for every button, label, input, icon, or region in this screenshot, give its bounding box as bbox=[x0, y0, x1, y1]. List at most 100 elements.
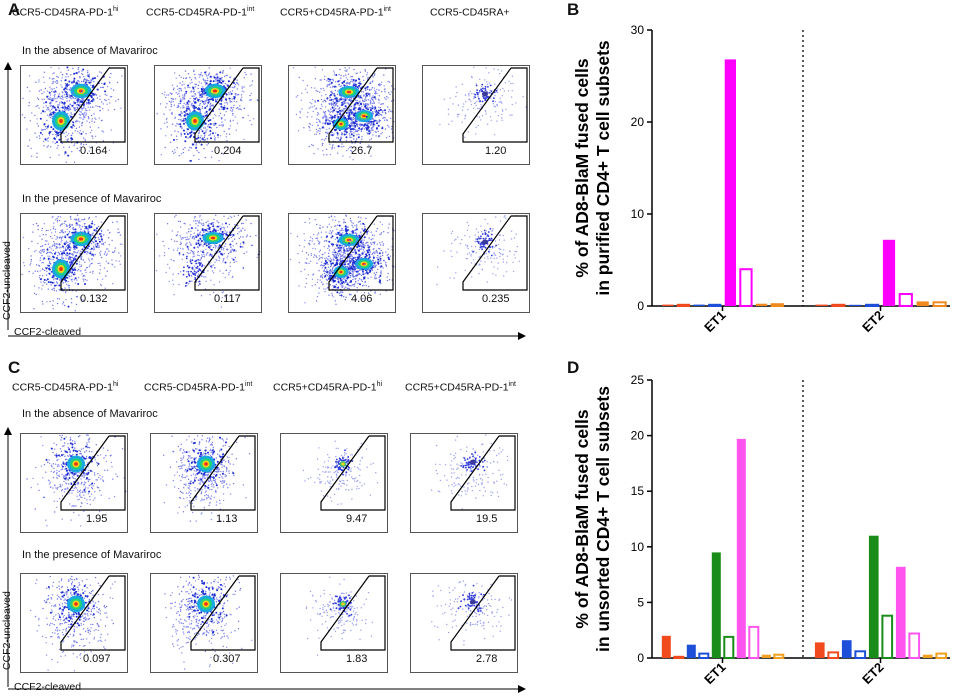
flow-density bbox=[430, 434, 509, 510]
chart-d-bar-et1-6 bbox=[736, 438, 746, 658]
chart-b-bar-et1-4 bbox=[724, 59, 736, 307]
panel-c-presence-value-1: 0.307 bbox=[213, 653, 241, 665]
chart-d-bar-et2-1 bbox=[827, 651, 840, 659]
panel-a-flow-plot-presence-3: 0.235 bbox=[422, 213, 530, 313]
panel-letter-a: A bbox=[8, 0, 21, 19]
panel-a-header-0: CCR5-CD45RA-PD-1hi bbox=[12, 6, 119, 19]
chart-b-bar-et1-3 bbox=[708, 303, 722, 307]
flow-density bbox=[436, 215, 520, 291]
panel-a-presence-value-3: 0.235 bbox=[482, 293, 510, 305]
chart-b-bar-et1-5 bbox=[739, 268, 753, 308]
flow-density bbox=[292, 66, 395, 161]
chart-d-y-tick-label-2: 10 bbox=[631, 540, 645, 554]
chart-b-bar-et2-1 bbox=[831, 303, 846, 307]
panel-c-absence-value-0: 1.95 bbox=[86, 513, 108, 525]
chart-d-x-label-0: ET1 bbox=[701, 660, 728, 687]
flow-density bbox=[26, 434, 127, 527]
panel-a-absence-value-1: 0.204 bbox=[214, 145, 242, 157]
panel-c-flow-plot-absence-2: 9.47 bbox=[280, 433, 388, 533]
bar-chart-d: % of AD8-BlaM fused cellsin unsorted CD4… bbox=[572, 373, 950, 687]
flow-density bbox=[30, 575, 116, 672]
chart-b-ylabel-line2: in purified CD4+ T cell subsets bbox=[593, 40, 613, 296]
flow-density bbox=[163, 435, 251, 522]
panel-c-y-axis-label: CCF2-uncleaved bbox=[1, 591, 13, 670]
panel-a-header-3: CCR5-CD45RA+ bbox=[430, 6, 510, 19]
panel-c-flow-plot-presence-1: 0.307 bbox=[150, 573, 258, 673]
panel-a-flow-plot-absence-1: 0.204 bbox=[154, 65, 262, 165]
panel-a-header-2: CCR5+CD45RA-PD-1int bbox=[280, 6, 391, 19]
chart-d-ylabel-line1: % of AD8-BlaM fused cells bbox=[572, 409, 592, 628]
panel-a-flow-plot-presence-1: 0.117 bbox=[154, 213, 262, 313]
panel-c-absence-value-2: 9.47 bbox=[346, 513, 368, 525]
panel-c-presence-label: In the presence of Mavariroc bbox=[22, 549, 162, 561]
panel-letter-c: C bbox=[8, 358, 21, 377]
panel-a-x-axis-label: CCF2-cleaved bbox=[14, 326, 82, 338]
panel-a-flow-plot-absence-0: 0.164 bbox=[20, 65, 128, 165]
flow-density bbox=[302, 440, 379, 505]
panel-c-flow-plot-presence-0: 0.097 bbox=[20, 573, 128, 673]
chart-b-ylabel: % of AD8-BlaM fused cellsin purified CD4… bbox=[572, 40, 613, 296]
panel-c-flow-plot-absence-1: 1.13 bbox=[150, 433, 258, 533]
chart-b-bar-et2-7 bbox=[932, 301, 947, 307]
chart-d-bar-et2-3 bbox=[854, 650, 867, 659]
bar-chart-b: % of AD8-BlaM fused cellsin purified CD4… bbox=[572, 23, 950, 335]
panel-a-flow-plot-presence-2: 4.06 bbox=[288, 213, 396, 313]
panel-a-y-axis-label: CCF2-uncleaved bbox=[1, 241, 13, 320]
panel-c-presence-value-0: 0.097 bbox=[83, 653, 111, 665]
chart-b-bar-et1-6 bbox=[755, 303, 768, 306]
panel-a-axes-arrows bbox=[4, 62, 526, 340]
chart-d-bar-et1-0 bbox=[661, 635, 671, 658]
chart-d-bar-et2-2 bbox=[841, 640, 852, 658]
panel-a-absence-label: In the absence of Mavariroc bbox=[22, 45, 158, 57]
chart-d-bar-et2-7 bbox=[908, 632, 921, 659]
chart-d-bar-et1-5 bbox=[723, 635, 735, 659]
chart-d-ylabel-line2: in unsorted CD4+ T cell subsets bbox=[593, 386, 613, 652]
panel-c-flow-plot-presence-3: 2.78 bbox=[410, 573, 518, 673]
chart-b-bar-et2-3 bbox=[865, 303, 880, 307]
chart-b-bar-et1-2 bbox=[693, 304, 705, 306]
chart-b-x-label-1: ET2 bbox=[859, 308, 886, 335]
panel-c-flow-plot-absence-0: 1.95 bbox=[20, 433, 128, 533]
chart-d-bar-et2-9 bbox=[935, 652, 948, 660]
chart-d-bar-et1-7 bbox=[748, 625, 760, 659]
chart-b-bar-et2-5 bbox=[898, 293, 913, 307]
chart-b-bar-et2-6 bbox=[916, 301, 929, 306]
panel-letter-d: D bbox=[567, 358, 580, 377]
chart-d-ylabel: % of AD8-BlaM fused cellsin unsorted CD4… bbox=[572, 386, 613, 652]
chart-d-bar-et2-4 bbox=[868, 535, 879, 658]
panel-c-header-0: CCR5-CD45RA-PD-1hi bbox=[12, 381, 119, 394]
panel-c-flow-plot-absence-3: 19.5 bbox=[410, 433, 518, 533]
flow-density bbox=[431, 580, 513, 646]
panel-a-presence-value-2: 4.06 bbox=[351, 293, 373, 305]
panel-c-header-1: CCR5-CD45RA-PD-1int bbox=[144, 381, 253, 394]
chart-b-y-tick-label-3: 30 bbox=[631, 23, 645, 37]
chart-d-x-label-1: ET2 bbox=[859, 660, 886, 687]
chart-b-y-tick-label-1: 10 bbox=[631, 207, 645, 221]
chart-b-bar-et2-2 bbox=[849, 304, 862, 306]
panel-c-header-3: CCR5+CD45RA-PD-1int bbox=[405, 381, 516, 394]
panel-a-absence-value-3: 1.20 bbox=[485, 145, 507, 157]
chart-b-bar-et1-1 bbox=[676, 303, 691, 307]
panel-c-axes-arrows bbox=[4, 427, 526, 693]
panel-a-absence-value-2: 26.7 bbox=[351, 145, 373, 157]
panel-c-absence-value-1: 1.13 bbox=[216, 513, 238, 525]
chart-d-bar-et2-5 bbox=[881, 614, 894, 660]
panel-letter-b: B bbox=[567, 0, 580, 19]
panel-a-absence-value-0: 0.164 bbox=[80, 145, 108, 157]
panel-a-presence-value-0: 0.132 bbox=[80, 293, 108, 305]
flow-density bbox=[155, 214, 261, 308]
chart-d-y-tick-label-5: 25 bbox=[631, 373, 645, 387]
panel-a-header-1: CCR5-CD45RA-PD-1int bbox=[146, 6, 255, 19]
chart-b-bar-et2-4 bbox=[882, 239, 896, 306]
panel-a-presence-value-1: 0.117 bbox=[214, 293, 241, 305]
panel-c-presence-value-3: 2.78 bbox=[476, 653, 498, 665]
chart-d-y-tick-label-3: 15 bbox=[631, 484, 645, 498]
panel-a-flow-plot-absence-2: 26.7 bbox=[288, 65, 396, 165]
panel-c-flow-plot-presence-2: 1.83 bbox=[280, 573, 388, 673]
chart-d-bar-et1-9 bbox=[773, 653, 785, 660]
chart-d-bar-et2-8 bbox=[922, 654, 933, 658]
chart-d-bar-et1-1 bbox=[673, 655, 685, 659]
panel-a-presence-label: In the presence of Mavariroc bbox=[22, 193, 162, 205]
chart-d-bar-et1-3 bbox=[698, 652, 710, 660]
chart-d-bar-et2-6 bbox=[895, 566, 906, 658]
